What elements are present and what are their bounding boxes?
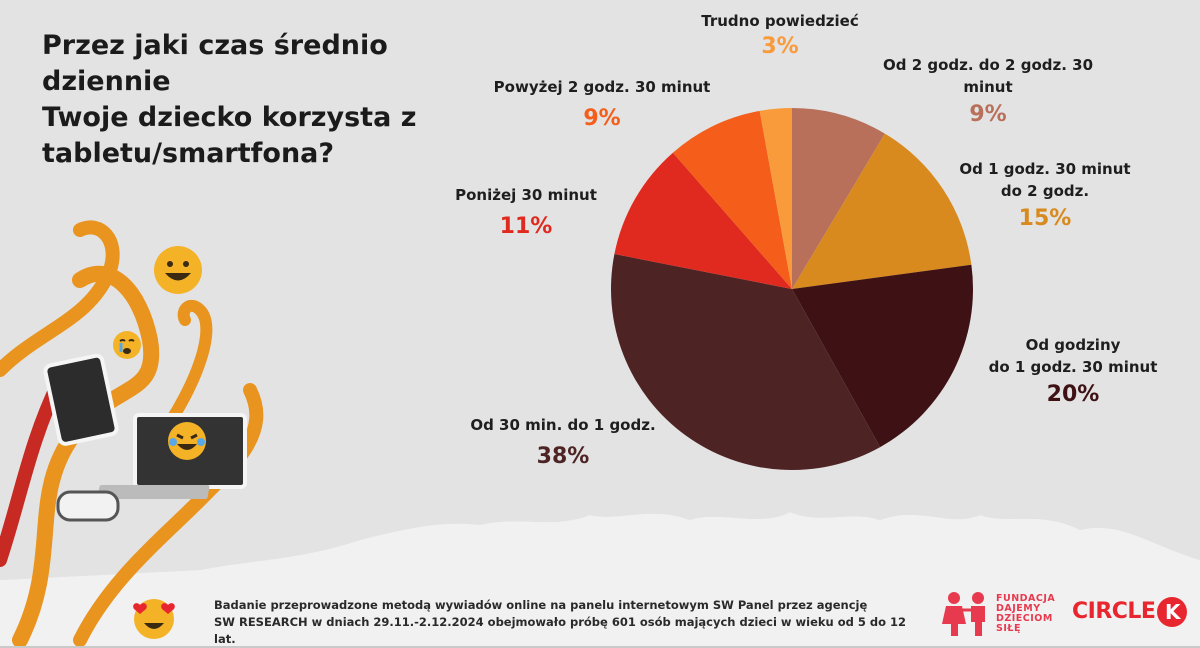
slice-label-text: Poniżej 30 minut bbox=[455, 186, 597, 204]
slice-label-text: Od 30 min. do 1 godz. bbox=[470, 416, 656, 434]
slice-label-1-to-1-5h: Od godziny do 1 godz. 30 minut 20% bbox=[968, 334, 1178, 410]
circle-k-logo: CIRCLE K bbox=[1072, 597, 1188, 627]
slice-label-pct: 3% bbox=[761, 34, 799, 59]
title-line-3: tabletu/smartfona? bbox=[42, 138, 335, 169]
octopus-illustration bbox=[0, 220, 264, 646]
circle-k-text: CIRCLE bbox=[1072, 599, 1156, 624]
title-line-2: Twoje dziecko korzysta z bbox=[42, 102, 417, 133]
pie-slice-0 bbox=[792, 108, 885, 289]
pie-slice-1 bbox=[792, 133, 972, 289]
fundacja-line-4: SIŁĘ bbox=[996, 623, 1021, 634]
slice-label-pct: 15% bbox=[1018, 206, 1072, 231]
fundacja-logo-text: FUNDACJA DAJEMY DZIECIOM SIŁĘ bbox=[996, 594, 1055, 634]
slice-label-pct: 11% bbox=[499, 214, 553, 239]
methodology-note: Badanie przeprowadzone metodą wywiadów o… bbox=[214, 597, 914, 648]
slice-label-30min-to-1h: Od 30 min. do 1 godz. 38% bbox=[448, 414, 678, 472]
slice-label-hard-to-say: Trudno powiedzieć 3% bbox=[680, 10, 880, 62]
slice-label-pct: 38% bbox=[536, 444, 590, 469]
fundacja-line-2: DAJEMY bbox=[996, 603, 1041, 614]
pie-slice-5 bbox=[672, 110, 792, 289]
title-line-1: Przez jaki czas średnio dziennie bbox=[42, 30, 388, 97]
crying-emoji-icon bbox=[113, 331, 141, 359]
fundacja-line-1: FUNDACJA bbox=[996, 593, 1056, 604]
slice-label-text: Powyżej 2 godz. 30 minut bbox=[493, 78, 711, 96]
methodology-line-1: Badanie przeprowadzone metodą wywiadów o… bbox=[214, 598, 868, 612]
fundacja-kids-icon bbox=[942, 592, 985, 636]
slice-label-2-to-2-5h: Od 2 godz. do 2 godz. 30 minut 9% bbox=[858, 54, 1118, 130]
pie-slice-4 bbox=[614, 152, 792, 289]
grinning-emoji-icon bbox=[154, 246, 202, 294]
slice-label-over-2-5h: Powyżej 2 godz. 30 minut 9% bbox=[482, 76, 722, 134]
slice-label-pct: 9% bbox=[969, 102, 1007, 127]
slice-label-pct: 20% bbox=[1046, 382, 1100, 407]
slice-label-text: do 2 godz. bbox=[1000, 182, 1090, 200]
slice-label-text: Od 1 godz. 30 minut bbox=[959, 160, 1131, 178]
heart-eyes-emoji-icon bbox=[133, 599, 175, 639]
chart-title: Przez jaki czas średnio dziennie Twoje d… bbox=[42, 28, 512, 172]
fundacja-line-3: DZIECIOM bbox=[996, 613, 1053, 624]
pie-slice-6 bbox=[759, 108, 792, 289]
slice-label-text: Trudno powiedzieć bbox=[701, 12, 859, 30]
slice-label-pct: 9% bbox=[583, 106, 621, 131]
slice-label-text: Od godziny bbox=[1025, 336, 1121, 354]
circle-k-badge: K bbox=[1157, 597, 1188, 627]
slice-label-1-5-to-2h: Od 1 godz. 30 minut do 2 godz. 15% bbox=[940, 158, 1150, 234]
pie-slice-2 bbox=[792, 264, 973, 448]
slice-label-text: Od 2 godz. do 2 godz. 30 minut bbox=[882, 56, 1094, 96]
laughing-emoji-icon bbox=[168, 422, 206, 460]
slice-label-under-30min: Poniżej 30 minut 11% bbox=[436, 184, 616, 242]
slice-label-text: do 1 godz. 30 minut bbox=[988, 358, 1158, 376]
pie-slice-3 bbox=[611, 254, 881, 471]
methodology-line-2: SW RESEARCH w dniach 29.11.-2.12.2024 ob… bbox=[214, 615, 907, 646]
